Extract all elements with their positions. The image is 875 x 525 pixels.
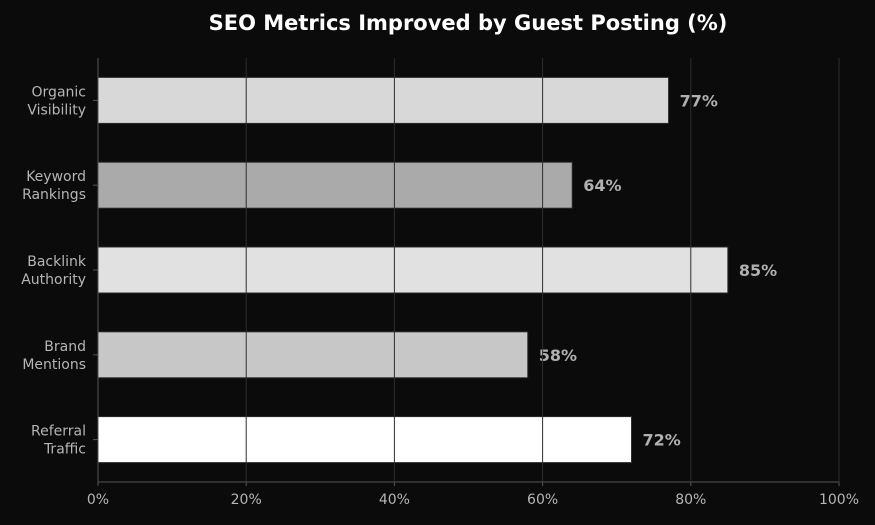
- grid-layer: [245, 58, 840, 482]
- category-label-3: Brand Mentions: [22, 339, 86, 373]
- category-label-1: Keyword Rankings: [22, 169, 86, 203]
- category-label-4: Referral Traffic: [31, 424, 86, 458]
- bar-2: [97, 246, 729, 294]
- x-tick-label-0: 0%: [87, 492, 109, 508]
- value-label-2: 85%: [739, 261, 777, 280]
- bar-0: [97, 76, 670, 124]
- axis-layer: [93, 58, 840, 486]
- value-label-1: 64%: [583, 176, 621, 195]
- bar-4: [97, 416, 633, 464]
- x-tick-label-4: 80%: [675, 492, 706, 508]
- bar-1: [97, 161, 573, 209]
- x-tick-label-5: 100%: [819, 492, 859, 508]
- value-label-3: 58%: [539, 346, 577, 365]
- bar-layer: [97, 76, 729, 464]
- bar-3: [97, 331, 529, 379]
- x-tick-label-1: 20%: [231, 492, 262, 508]
- x-tick-label-2: 40%: [379, 492, 410, 508]
- value-label-4: 72%: [643, 431, 681, 450]
- category-label-2: Backlink Authority: [21, 254, 87, 288]
- label-layer: 0% 20% 40% 60% 80% 100% Organic Visibility Keywo…: [21, 84, 859, 508]
- chart-title: SEO Metrics Improved by Guest Posting (%…: [209, 11, 728, 35]
- category-label-0: Organic Visibility: [27, 84, 86, 118]
- value-label-0: 77%: [680, 91, 718, 110]
- x-tick-label-3: 60%: [527, 492, 558, 508]
